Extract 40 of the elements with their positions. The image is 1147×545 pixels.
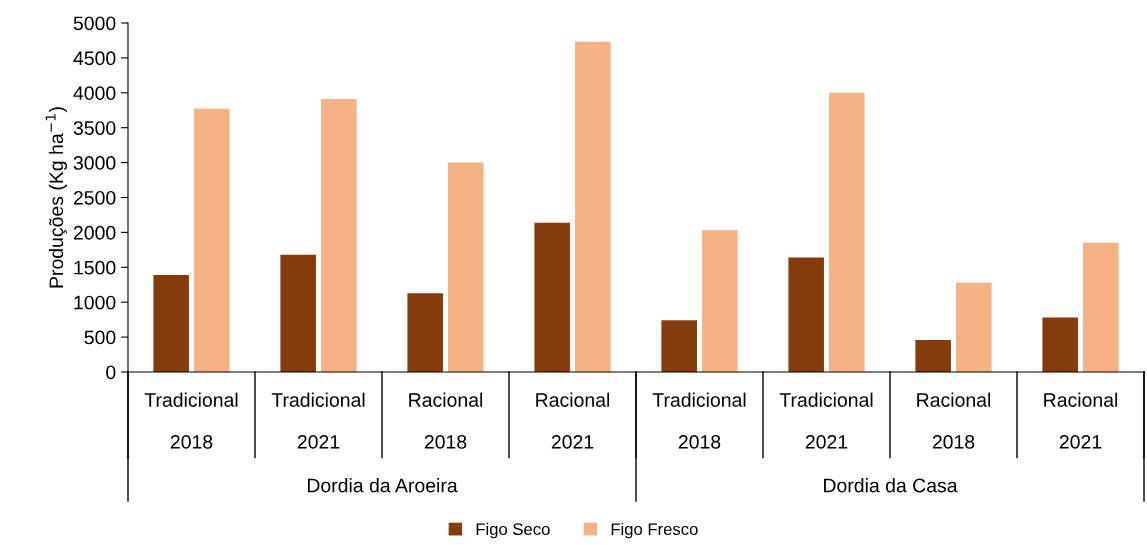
bar [448, 162, 484, 372]
category-label: Racional 2018 [409, 392, 483, 449]
y-tick-label: 5000 [73, 16, 116, 31]
category-label: Tradicional 2021 [271, 392, 365, 449]
bar [702, 230, 738, 372]
legend-label: Figo Seco [476, 522, 550, 539]
y-tick-label: 3000 [73, 156, 116, 170]
y-tick-label: 2000 [73, 225, 116, 240]
bar [321, 99, 357, 372]
category-label: Tradicional 2021 [779, 392, 873, 449]
y-tick-label: 4000 [73, 86, 116, 101]
bar [407, 293, 443, 372]
category-label: Tradicional 2018 [652, 392, 746, 449]
y-axis-title: Produções (Kg ha$^{−1}$) [45, 107, 68, 288]
category-label: Tradicional 2018 [144, 392, 238, 449]
text: Dordia da Aroeira [307, 478, 458, 493]
legend-label: Figo Fresco [611, 522, 698, 539]
y-tick-label: 1500 [74, 260, 116, 275]
bar [280, 254, 316, 372]
category-label: Racional 2021 [1044, 392, 1118, 449]
y-tick-label: 1000 [74, 295, 116, 310]
bar [534, 222, 570, 372]
bar [915, 339, 951, 372]
bar [661, 320, 697, 372]
category-label: Racional 2021 [536, 392, 610, 449]
bar [956, 282, 992, 372]
bar [1083, 242, 1119, 372]
y-tick-label: 2500 [73, 190, 116, 205]
y-tick-label: 4500 [73, 51, 116, 66]
y-tick-label: 0 [106, 365, 116, 380]
bar [829, 92, 865, 372]
text: Dordia da Casa [824, 478, 958, 493]
category-label: Racional 2018 [917, 392, 991, 449]
bar [788, 257, 824, 372]
bar [575, 41, 611, 372]
y-tick-label: 3500 [73, 121, 116, 135]
bar [194, 108, 230, 372]
bar [153, 274, 189, 372]
y-tick-label: 500 [84, 330, 116, 345]
bar [1042, 317, 1078, 372]
